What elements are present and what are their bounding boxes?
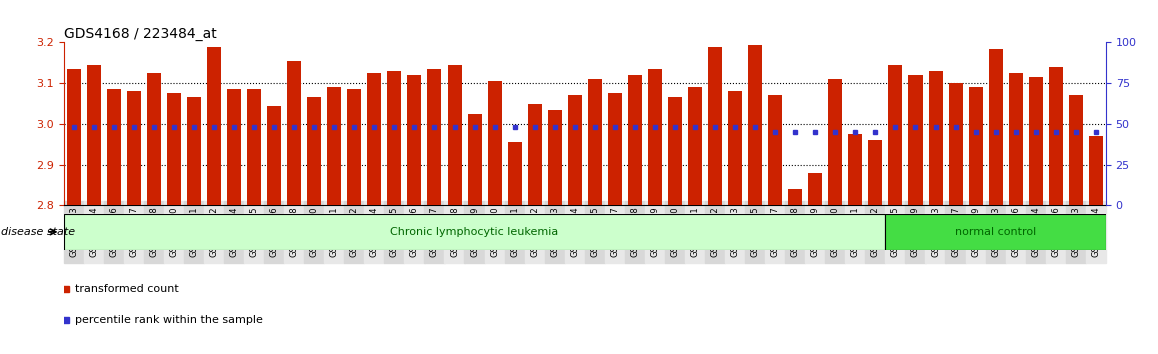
Bar [67, 69, 81, 205]
Bar [287, 61, 301, 205]
Bar [388, 71, 402, 205]
Bar [227, 89, 241, 205]
Bar [408, 75, 422, 205]
Bar [328, 87, 342, 205]
Bar [688, 87, 702, 205]
Bar [588, 79, 602, 205]
Bar [929, 71, 943, 205]
Text: disease state: disease state [1, 227, 75, 237]
Bar [507, 142, 521, 205]
Bar [948, 83, 962, 205]
Text: normal control: normal control [955, 227, 1036, 237]
Bar [107, 89, 120, 205]
Bar [367, 73, 381, 205]
Bar [789, 189, 802, 205]
Bar [1028, 77, 1042, 205]
Text: GDS4168 / 223484_at: GDS4168 / 223484_at [64, 28, 217, 41]
Bar [668, 97, 682, 205]
Bar [989, 48, 1003, 205]
Text: percentile rank within the sample: percentile rank within the sample [75, 315, 263, 325]
Bar [488, 81, 501, 205]
Bar [768, 96, 782, 205]
Bar [808, 173, 822, 205]
Bar [1089, 136, 1102, 205]
Bar [748, 45, 762, 205]
Bar [87, 65, 101, 205]
Text: transformed count: transformed count [75, 284, 179, 293]
Bar [468, 114, 482, 205]
Bar [886, 214, 1106, 250]
Bar [567, 96, 581, 205]
Bar [909, 75, 923, 205]
Text: Chronic lymphocytic leukemia: Chronic lymphocytic leukemia [390, 227, 558, 237]
Bar [528, 104, 542, 205]
Bar [628, 75, 642, 205]
Bar [347, 89, 361, 205]
Bar [167, 93, 181, 205]
Bar [828, 79, 842, 205]
Bar [147, 73, 161, 205]
Bar [1069, 96, 1083, 205]
Bar [447, 65, 462, 205]
Bar [267, 105, 281, 205]
Bar [868, 140, 882, 205]
Bar [888, 65, 902, 205]
Bar [427, 69, 441, 205]
Bar [1009, 73, 1023, 205]
Bar [64, 214, 886, 250]
Bar [728, 91, 742, 205]
Bar [968, 87, 983, 205]
Bar [247, 89, 261, 205]
Bar [608, 93, 622, 205]
Bar [127, 91, 141, 205]
Bar [548, 110, 562, 205]
Bar [1049, 67, 1063, 205]
Bar [207, 47, 221, 205]
Bar [708, 47, 723, 205]
Bar [186, 97, 201, 205]
Bar [307, 97, 321, 205]
Bar [849, 134, 863, 205]
Bar [648, 69, 662, 205]
